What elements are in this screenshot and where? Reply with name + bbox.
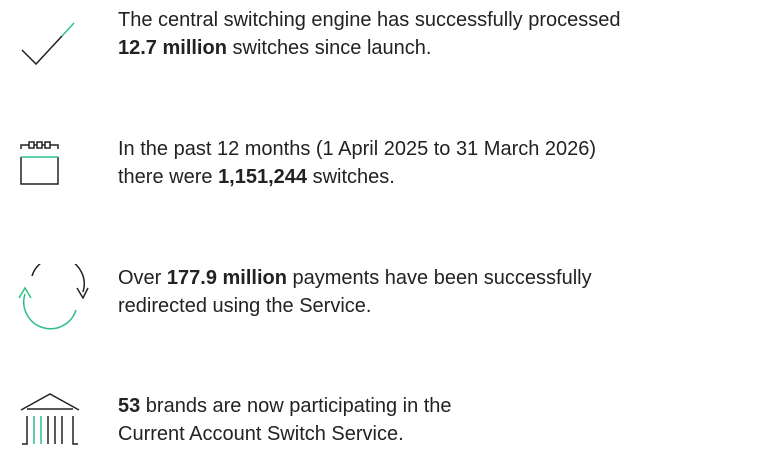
text-line: Current Account Switch Service. <box>118 420 452 448</box>
stat-item: In the past 12 months (1 April 2025 to 3… <box>0 135 758 215</box>
text-run: The central switching engine has success… <box>118 9 621 31</box>
stat-text: In the past 12 months (1 April 2025 to 3… <box>118 135 596 191</box>
text-line: The central switching engine has success… <box>118 6 620 34</box>
text-run: Current Account Switch Service. <box>118 423 404 445</box>
text-run: Over <box>118 267 167 289</box>
text-line: there were 1,151,244 switches. <box>118 163 596 191</box>
text-run: In the past 12 months (1 April 2025 to 3… <box>118 138 597 160</box>
calendar-icon <box>20 141 59 185</box>
text-run: redirected using the Service. <box>118 295 372 317</box>
stat-item: Over 177.9 million payments have been su… <box>0 264 758 344</box>
highlight-figure: 53 <box>118 395 141 417</box>
text-line: In the past 12 months (1 April 2025 to 3… <box>118 135 596 163</box>
highlight-figure: 12.7 million <box>118 37 227 59</box>
redirect-icon <box>18 264 89 330</box>
text-line: 12.7 million switches since launch. <box>118 34 620 62</box>
text-line: redirected using the Service. <box>118 292 592 320</box>
text-line: Over 177.9 million payments have been su… <box>118 264 592 292</box>
text-line: 53 brands are now participating in the <box>118 392 452 420</box>
stat-text: 53 brands are now participating in the Cu… <box>118 392 452 448</box>
text-run: switches. <box>307 166 395 188</box>
stat-text: The central switching engine has success… <box>118 6 620 62</box>
stat-item: 53 brands are now participating in the Cu… <box>0 392 758 452</box>
bank-icon <box>20 393 80 445</box>
stat-item: The central switching engine has success… <box>0 6 758 86</box>
check-icon <box>21 22 75 66</box>
text-run: there were <box>118 166 219 188</box>
stat-text: Over 177.9 million payments have been su… <box>118 264 592 320</box>
text-run: brands are now participating in the <box>140 395 452 417</box>
highlight-figure: 1,151,244 <box>218 166 308 188</box>
text-run: payments have been successfully <box>286 267 592 289</box>
highlight-figure: 177.9 million <box>166 267 287 289</box>
text-run: switches since launch. <box>226 37 432 59</box>
